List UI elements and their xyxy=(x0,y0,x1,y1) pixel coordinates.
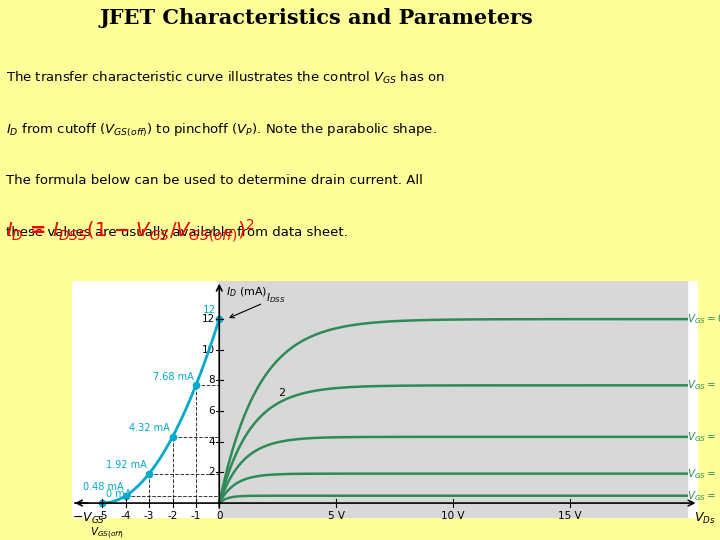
Text: -5: -5 xyxy=(97,511,107,521)
Text: $\mathit{I_D}$ = $\mathit{I_{DSS}}$$(1\ \mathbf{-}\ \mathit{V_{GS}}/\mathit{V_{G: $\mathit{I_D}$ = $\mathit{I_{DSS}}$$(1\ … xyxy=(6,218,255,244)
Text: $V_{GS} = -2\ V$: $V_{GS} = -2\ V$ xyxy=(687,430,720,444)
Text: The formula below can be used to determine drain current. All: The formula below can be used to determi… xyxy=(6,174,423,187)
Bar xyxy=(220,281,687,518)
Text: 6: 6 xyxy=(208,406,215,416)
Text: $V_{GS(off)}$: $V_{GS(off)}$ xyxy=(90,526,124,540)
Text: The transfer characteristic curve illustrates the control $V_{GS}$ has on: The transfer characteristic curve illust… xyxy=(6,70,445,86)
Text: 10 V: 10 V xyxy=(441,511,464,521)
Text: 2: 2 xyxy=(208,468,215,477)
Text: -1: -1 xyxy=(191,511,201,521)
Text: -3: -3 xyxy=(144,511,154,521)
Text: 8: 8 xyxy=(208,375,215,386)
Text: 4: 4 xyxy=(208,437,215,447)
Text: these values are usually available from data sheet.: these values are usually available from … xyxy=(6,226,348,239)
Text: $V_{Ds}$: $V_{Ds}$ xyxy=(694,511,716,526)
Text: 7.68 mA: 7.68 mA xyxy=(153,372,194,382)
Text: 12: 12 xyxy=(202,305,216,314)
Text: 1.92 mA: 1.92 mA xyxy=(106,460,147,470)
Text: 2: 2 xyxy=(278,388,285,398)
Text: -4: -4 xyxy=(120,511,131,521)
Text: 10: 10 xyxy=(202,345,215,355)
Text: 12: 12 xyxy=(202,314,215,324)
Text: 0: 0 xyxy=(216,511,222,521)
Text: $-V_{GS}$: $-V_{GS}$ xyxy=(72,511,105,526)
Text: $I_D$ (mA): $I_D$ (mA) xyxy=(226,286,268,299)
Text: 15 V: 15 V xyxy=(558,511,582,521)
Text: $V_{GS} = -1\ V$: $V_{GS} = -1\ V$ xyxy=(687,379,720,392)
Text: $I_{DSS}$: $I_{DSS}$ xyxy=(230,291,286,318)
Text: $V_{GS} = -3\ V$: $V_{GS} = -3\ V$ xyxy=(687,467,720,481)
Text: JFET Characteristics and Parameters: JFET Characteristics and Parameters xyxy=(100,9,534,29)
Text: $V_{GS} = 0$: $V_{GS} = 0$ xyxy=(687,312,720,326)
Text: $I_D$ from cutoff ($V_{GS(off)}$) to pinchoff ($V_P$). Note the parabolic shape.: $I_D$ from cutoff ($V_{GS(off)}$) to pin… xyxy=(6,122,437,139)
Text: 0.48 mA: 0.48 mA xyxy=(83,482,123,492)
Text: 5 V: 5 V xyxy=(328,511,345,521)
Text: 0 mA: 0 mA xyxy=(106,489,131,500)
Text: -2: -2 xyxy=(167,511,178,521)
Text: 4.32 mA: 4.32 mA xyxy=(130,423,170,433)
Text: $V_{GS} = -4\ V$: $V_{GS} = -4\ V$ xyxy=(687,489,720,503)
